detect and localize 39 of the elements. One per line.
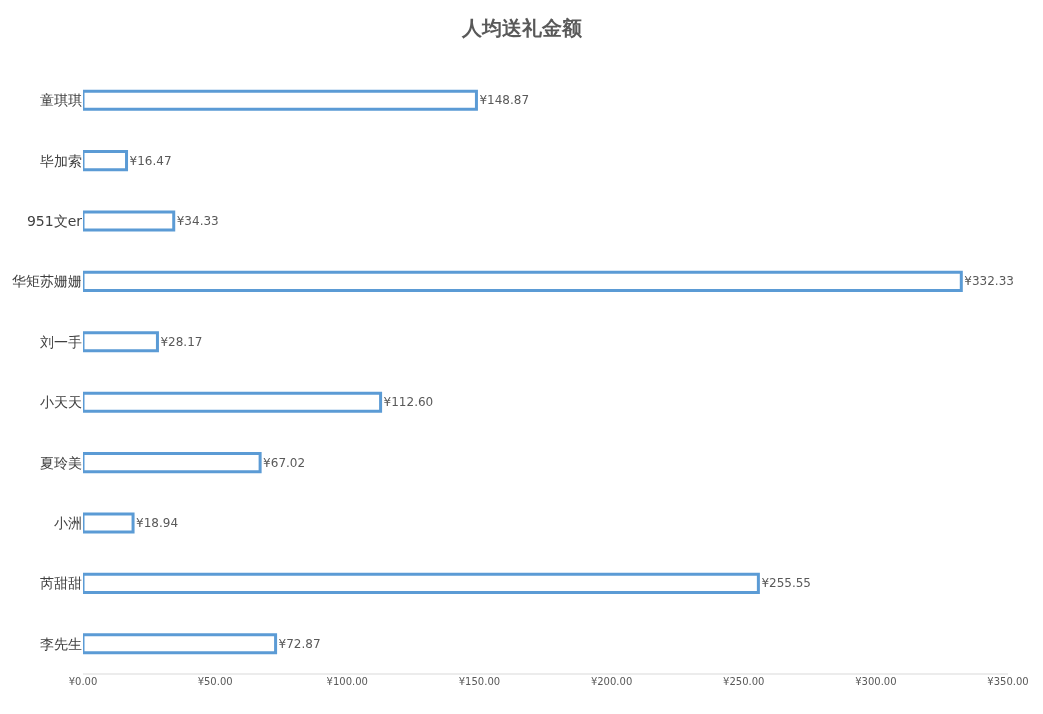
bar: [83, 270, 963, 292]
bar: [83, 210, 176, 232]
bar: [83, 150, 129, 172]
x-tick-label: ¥100.00: [326, 676, 368, 687]
y-tick-label: 刘一手: [40, 333, 82, 350]
bar: [83, 452, 262, 474]
x-tick-label: ¥150.00: [458, 676, 501, 687]
data-label: ¥16.47: [129, 153, 172, 168]
bar: [83, 572, 760, 594]
bar: [83, 512, 135, 534]
data-label: ¥72.87: [278, 636, 321, 651]
data-label: ¥255.55: [761, 576, 812, 591]
y-tick-label: 951文er: [26, 212, 83, 229]
x-tick-label: ¥50.00: [197, 676, 233, 687]
bar: [83, 89, 478, 111]
data-label: ¥18.94: [136, 516, 179, 530]
bar: [83, 391, 383, 413]
x-tick-label: ¥200.00: [590, 676, 633, 687]
chart-title: 人均送礼金额: [460, 16, 583, 41]
data-label: ¥112.60: [383, 395, 434, 410]
y-tick-label: 夏玲美: [40, 454, 82, 471]
data-label: ¥148.87: [479, 93, 530, 108]
y-tick-label: 小洲: [54, 514, 82, 531]
data-label: ¥332.33: [964, 274, 1014, 289]
y-tick-label: 小天天: [40, 394, 82, 411]
y-tick-label: 李先生: [40, 635, 82, 652]
y-tick-label: 毕加索: [40, 152, 82, 169]
y-tick-label: 童琪琪: [40, 92, 82, 109]
data-label: ¥34.33: [176, 214, 219, 228]
y-tick-label: 芮甜甜: [40, 575, 82, 592]
x-tick-label: ¥0.00: [68, 676, 98, 687]
x-tick-label: ¥300.00: [855, 676, 897, 687]
bar: [83, 331, 159, 353]
bar: [83, 633, 278, 655]
data-label: ¥28.17: [160, 334, 203, 349]
x-tick-label: ¥350.00: [987, 676, 1029, 687]
x-tick-label: ¥250.00: [723, 676, 765, 687]
data-label: ¥67.02: [263, 455, 306, 470]
y-tick-label: 华矩苏姗姗: [12, 273, 82, 290]
